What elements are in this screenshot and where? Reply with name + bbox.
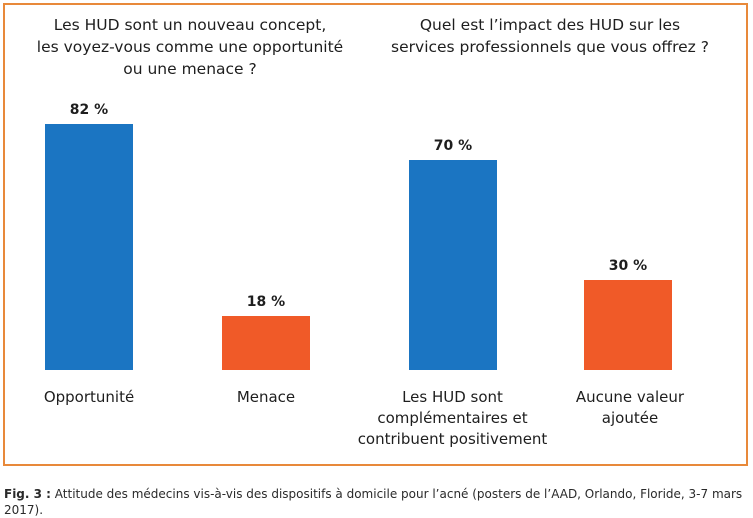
bar-menace	[222, 316, 310, 370]
data-label-hud-complementaires: 70 %	[434, 138, 472, 154]
bar-aucune-valeur	[584, 280, 672, 370]
chart-frame	[3, 3, 748, 466]
left-chart-title: Les HUD sont un nouveau concept, les voy…	[36, 16, 344, 78]
data-label-menace: 18 %	[247, 294, 285, 310]
figure-caption: Fig. 3 : Attitude des médecins vis-à-vis…	[4, 486, 749, 518]
data-label-aucune-valeur: 30 %	[609, 258, 647, 274]
right-chart-title: Quel est l’impact des HUD sur les servic…	[391, 16, 709, 56]
category-label-menace: Menace	[236, 388, 296, 406]
bar-hud-complementaires	[409, 160, 497, 370]
category-label-aucune-valeur: Aucune valeur ajoutée	[575, 388, 685, 427]
category-label-hud-complementaires: Les HUD sont complémentaires et contribu…	[357, 388, 548, 448]
category-label-opportunite: Opportunité	[43, 388, 135, 406]
bar-charts: 82 % 18 % 70 % 30 %	[45, 102, 672, 370]
bar-opportunite	[45, 124, 133, 370]
figure-caption-label: Fig. 3 :	[4, 487, 51, 501]
figure-caption-text: Attitude des médecins vis-à-vis des disp…	[4, 487, 743, 517]
data-label-opportunite: 82 %	[70, 102, 108, 118]
